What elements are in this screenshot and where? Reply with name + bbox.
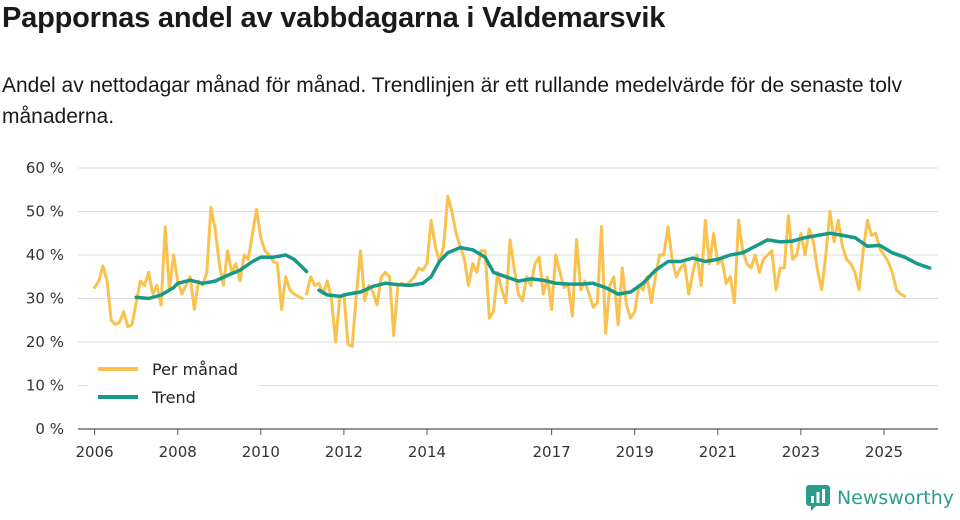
series-line-monthly (305, 194, 907, 348)
y-tick-label: 20 % (26, 333, 64, 351)
x-tick-label: 2023 (782, 443, 820, 461)
y-tick-label: 30 % (26, 290, 64, 308)
y-tick-label: 50 % (26, 203, 64, 221)
legend-background (88, 355, 258, 413)
series-line-monthly (93, 205, 304, 329)
newsworthy-icon (805, 485, 830, 511)
series-line-trend (134, 253, 309, 301)
legend-label-trend: Trend (151, 388, 196, 407)
chart-title: Pappornas andel av vabbdagarna i Valdema… (2, 2, 666, 34)
brand-name: Newsworthy (836, 487, 954, 509)
newsworthy-logo: Newsworthy (805, 484, 954, 512)
y-axis-ticks: 0 % 10 % 20 % 30 % 40 % 50 % 60 % (26, 159, 64, 438)
line-chart: 0 % 10 % 20 % 30 % 40 % 50 % 60 % 2006 2008 2010… (26, 159, 938, 461)
chart-subtitle: Andel av nettodagar månad för månad. Tre… (2, 74, 903, 128)
legend-label-monthly: Per månad (152, 360, 238, 379)
y-tick-label: 40 % (26, 246, 64, 264)
y-tick-label: 0 % (35, 420, 64, 438)
y-tick-label: 60 % (26, 159, 64, 177)
x-tick-label: 2006 (76, 443, 114, 461)
x-tick-label: 2017 (533, 443, 571, 461)
x-axis-ticks: 2006 2008 2010 2012 2014 2017 2019 2021 2023 2025 (76, 429, 903, 461)
x-tick-label: 2019 (616, 443, 654, 461)
x-tick-label: 2014 (408, 443, 446, 461)
y-tick-label: 10 % (26, 377, 64, 395)
series-line-trend (317, 231, 932, 299)
x-tick-label: 2025 (865, 443, 903, 461)
x-tick-label: 2010 (242, 443, 280, 461)
legend: Per månad Trend (88, 355, 258, 413)
x-tick-label: 2012 (325, 443, 363, 461)
x-tick-label: 2008 (159, 443, 197, 461)
x-tick-label: 2021 (699, 443, 737, 461)
series-layer (93, 194, 932, 348)
